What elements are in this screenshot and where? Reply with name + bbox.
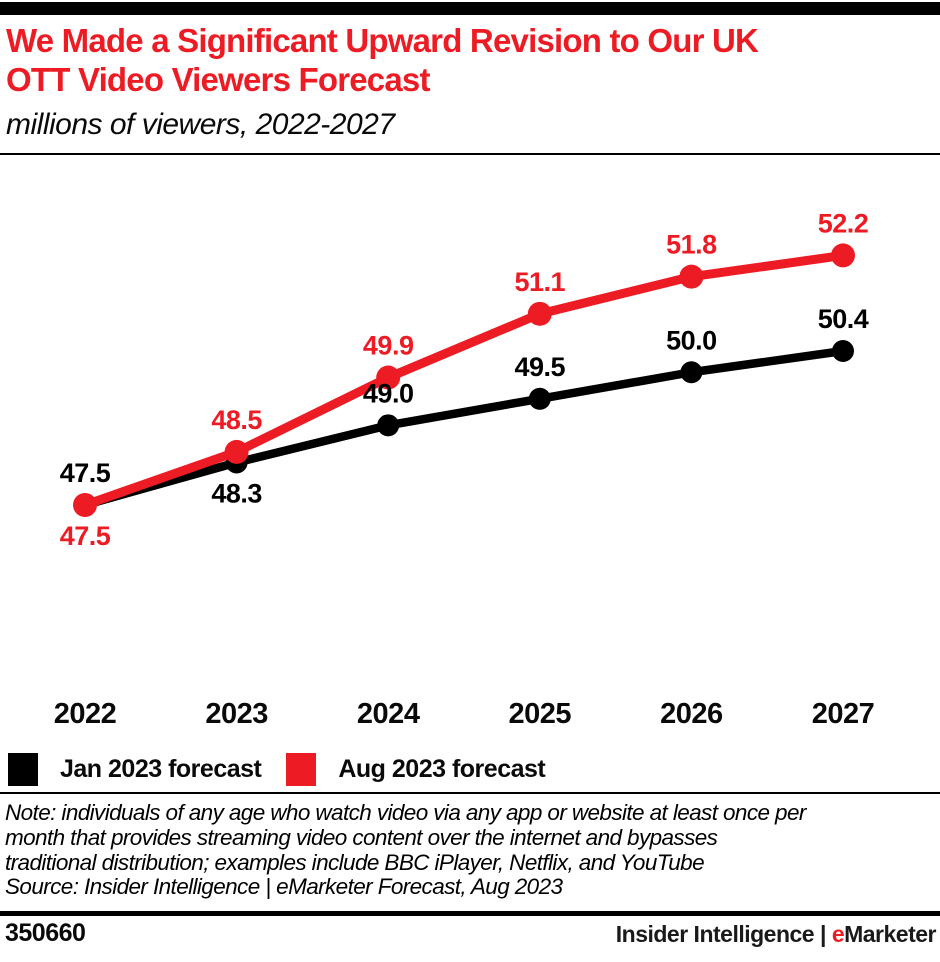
data-point — [377, 414, 400, 437]
x-axis-label-2025: 2025 — [508, 698, 572, 730]
line-chart-area: 47.5 48.3 49.0 49.5 50.0 50.4 47.5 48.5 49.9 51.1… — [0, 170, 940, 690]
source-line: Source: Insider Intelligence | eMarketer… — [5, 874, 563, 900]
data-label: 50.0 — [666, 325, 717, 355]
chart-id: 350660 — [5, 919, 86, 947]
legend-label-aug-2023: Aug 2023 forecast — [338, 755, 546, 783]
note-text: Note: individuals of any age who watch v… — [5, 800, 935, 900]
series-jan-2023-forecast — [74, 340, 854, 516]
data-label: 50.4 — [818, 304, 869, 334]
chart-legend: Jan 2023 forecast Aug 2023 forecast — [8, 753, 546, 786]
brand-emarketer-e: e — [831, 921, 845, 947]
data-point — [376, 365, 401, 390]
legend-swatch-aug-2023 — [286, 753, 317, 786]
header-divider — [0, 153, 940, 155]
note-divider — [0, 792, 940, 794]
data-point — [224, 439, 249, 464]
data-point — [527, 301, 552, 326]
data-point — [679, 264, 704, 289]
data-label: 49.0 — [363, 378, 414, 408]
trend-line — [80, 346, 848, 510]
data-point — [528, 387, 551, 410]
chart-title: We Made a Significant Upward Revision to… — [6, 21, 932, 99]
legend-label-jan-2023: Jan 2023 forecast — [60, 755, 262, 783]
trend-line — [80, 250, 848, 510]
data-label: 47.5 — [60, 458, 111, 488]
x-axis-label-2027: 2027 — [811, 698, 875, 730]
top-border-bar — [0, 2, 940, 15]
note-line: Note: individuals of any age who watch v… — [5, 800, 806, 825]
legend-swatch-jan-2023 — [8, 753, 38, 786]
data-label: 47.5 — [60, 521, 111, 551]
brand-logo: Insider Intelligence | eMarketer — [615, 921, 937, 948]
data-label: 52.2 — [818, 208, 869, 238]
chart-title-line1: We Made a Significant Upward Revision to… — [6, 22, 759, 59]
note-line: month that provides streaming video cont… — [5, 824, 718, 850]
data-point — [73, 493, 97, 517]
series-aug-2023-forecast — [73, 243, 855, 517]
x-axis-label-2026: 2026 — [660, 698, 723, 730]
data-label: 51.1 — [515, 267, 566, 297]
footer-divider — [0, 911, 940, 916]
x-axis: 2022 2023 2024 2025 2026 2027 — [0, 698, 940, 734]
brand-emarketer-rest: Marketer — [844, 921, 936, 947]
brand-separator: | — [814, 921, 832, 947]
forecast-line-chart: 47.5 48.3 49.0 49.5 50.0 50.4 47.5 48.5 49.9 51.1… — [60, 208, 870, 551]
data-label: 48.3 — [211, 479, 262, 509]
x-axis-label-2023: 2023 — [205, 698, 268, 730]
chart-title-line2: OTT Video Viewers Forecast — [6, 61, 430, 98]
x-axis-label-2022: 2022 — [53, 698, 117, 730]
data-label: 51.8 — [666, 230, 717, 260]
brand-insider-intelligence: Insider Intelligence — [615, 921, 815, 947]
note-line: traditional distribution; examples inclu… — [5, 849, 705, 875]
data-label: 49.5 — [515, 352, 566, 382]
data-point — [832, 340, 854, 363]
data-point — [680, 361, 703, 384]
data-label: 48.5 — [211, 405, 262, 435]
chart-subtitle: millions of viewers, 2022-2027 — [6, 108, 395, 141]
data-point — [831, 243, 855, 268]
x-axis-label-2024: 2024 — [356, 698, 420, 730]
data-label: 49.9 — [363, 331, 414, 361]
